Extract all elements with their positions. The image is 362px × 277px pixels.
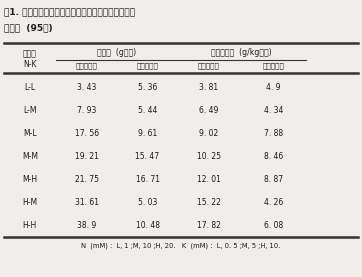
- Text: 4. 9: 4. 9: [266, 83, 281, 92]
- Text: 5. 36: 5. 36: [138, 83, 157, 92]
- Text: 5. 03: 5. 03: [138, 198, 157, 207]
- Text: 6. 49: 6. 49: [199, 106, 219, 115]
- Text: 4. 26: 4. 26: [264, 198, 283, 207]
- Text: 16. 71: 16. 71: [135, 175, 160, 184]
- Text: ベニオトメ: ベニオトメ: [76, 62, 98, 69]
- Text: 9. 61: 9. 61: [138, 129, 157, 138]
- Text: 10. 25: 10. 25: [197, 152, 221, 161]
- Text: L-M: L-M: [23, 106, 37, 115]
- Text: 8. 46: 8. 46: [264, 152, 283, 161]
- Text: 蛋白質濃度  (g/kg生重): 蛋白質濃度 (g/kg生重): [211, 48, 272, 57]
- Text: 培養液
N-K: 培養液 N-K: [23, 49, 37, 69]
- Text: H-H: H-H: [23, 221, 37, 230]
- Text: 21. 75: 21. 75: [75, 175, 99, 184]
- Text: 表1. 培養液レベルによる塊根収量と塊根のタンパク: 表1. 培養液レベルによる塊根収量と塊根のタンパク: [4, 7, 135, 16]
- Text: 17. 82: 17. 82: [197, 221, 221, 230]
- Text: 塊根重  (g生重): 塊根重 (g生重): [97, 48, 136, 57]
- Text: L-L: L-L: [24, 83, 35, 92]
- Text: 質濃度  (95年): 質濃度 (95年): [4, 24, 52, 32]
- Text: 5. 44: 5. 44: [138, 106, 157, 115]
- Text: 12. 01: 12. 01: [197, 175, 221, 184]
- Text: 4. 34: 4. 34: [264, 106, 283, 115]
- Text: 8. 87: 8. 87: [264, 175, 283, 184]
- Text: 7. 88: 7. 88: [264, 129, 283, 138]
- Text: 10. 48: 10. 48: [135, 221, 160, 230]
- Text: 31. 61: 31. 61: [75, 198, 99, 207]
- Text: 6. 08: 6. 08: [264, 221, 283, 230]
- Text: N  (mM) :  L, 1 ;M, 10 ;H, 20.   K  (mM) :  L, 0. 5 ;M, 5 ;H, 10.: N (mM) : L, 1 ;M, 10 ;H, 20. K (mM) : L,…: [81, 242, 281, 248]
- Text: 17. 56: 17. 56: [75, 129, 99, 138]
- Text: M-M: M-M: [22, 152, 38, 161]
- Text: H-M: H-M: [22, 198, 37, 207]
- Text: 15. 47: 15. 47: [135, 152, 160, 161]
- Text: 38. 9: 38. 9: [77, 221, 97, 230]
- Text: 7. 93: 7. 93: [77, 106, 97, 115]
- Text: ベニハヤト: ベニハヤト: [262, 62, 284, 69]
- Text: 3. 43: 3. 43: [77, 83, 97, 92]
- Text: 3. 81: 3. 81: [199, 83, 219, 92]
- Text: M-H: M-H: [22, 175, 37, 184]
- Text: 9. 02: 9. 02: [199, 129, 219, 138]
- Text: 15. 22: 15. 22: [197, 198, 221, 207]
- Text: ベニハヤト: ベニハヤト: [136, 62, 159, 69]
- Text: 19. 21: 19. 21: [75, 152, 99, 161]
- Text: ベニオトメ: ベニオトメ: [198, 62, 220, 69]
- Text: M-L: M-L: [23, 129, 37, 138]
